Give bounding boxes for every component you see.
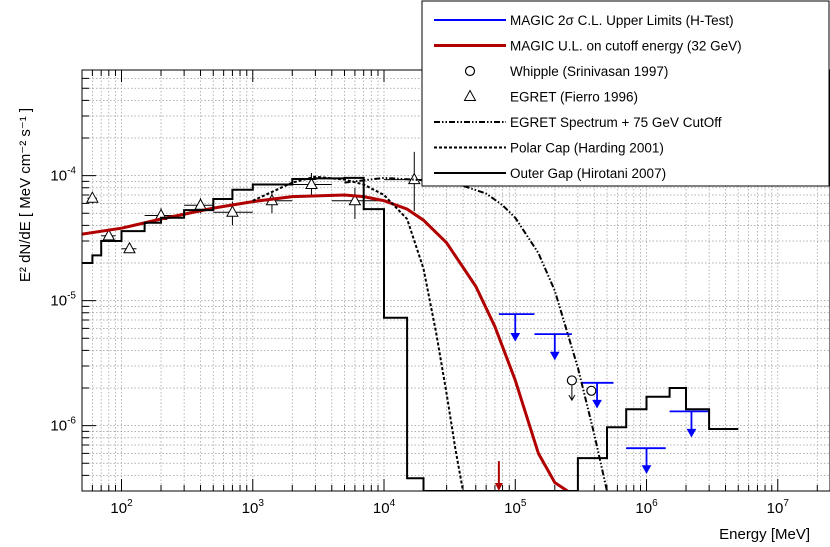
- plot-area: [82, 151, 739, 491]
- legend-label: EGRET Spectrum + 75 GeV CutOff: [510, 115, 722, 130]
- y-axis-label: E² dN/dE [ MeV cm⁻² s⁻¹ ]: [17, 108, 34, 282]
- egret-point: [102, 228, 116, 241]
- magic-ul-arrowhead: [549, 351, 560, 361]
- legend-label: EGRET (Fierro 1996): [510, 90, 638, 105]
- series-egret-spectrum-75-gev-cutoff: [344, 176, 608, 491]
- egret-point: [123, 241, 136, 254]
- red-cutoff-arrowhead: [494, 483, 503, 491]
- egret-point: [305, 177, 318, 189]
- egret-point: [407, 172, 421, 185]
- egret-point: [348, 193, 362, 206]
- magic-ul-arrowhead: [510, 332, 521, 342]
- legend-label: Outer Gap (Hirotani 2007): [510, 166, 666, 181]
- whipple-point: [586, 385, 597, 396]
- legend: MAGIC 2σ C.L. Upper Limits (H-Test) MAGIC…: [421, 0, 830, 187]
- legend-label: MAGIC U.L. on cutoff energy (32 GeV): [510, 39, 742, 54]
- legend-box: [421, 0, 830, 187]
- whipple-point: [566, 375, 577, 386]
- series-polar-cap-harding-2001: [252, 175, 464, 491]
- grid: [82, 70, 830, 491]
- legend-label: MAGIC 2σ C.L. Upper Limits (H-Test): [510, 13, 734, 28]
- legend-label: Whipple (Srinivasan 1997): [510, 64, 668, 79]
- egret-point: [226, 205, 239, 217]
- series-outer-gap: [82, 176, 739, 491]
- whipple-arrowhead: [568, 394, 576, 402]
- legend-symbol-circle: [464, 65, 476, 77]
- magic-ul-arrowhead: [641, 465, 652, 474]
- magic-ul-arrowhead: [686, 428, 697, 438]
- x-axis-label: Energy [MeV]: [719, 526, 810, 543]
- egret-point: [86, 191, 99, 203]
- legend-symbol-triangle: [463, 89, 477, 101]
- magic-ul-arrowhead: [592, 399, 602, 409]
- legend-label: Polar Cap (Harding 2001): [510, 141, 664, 156]
